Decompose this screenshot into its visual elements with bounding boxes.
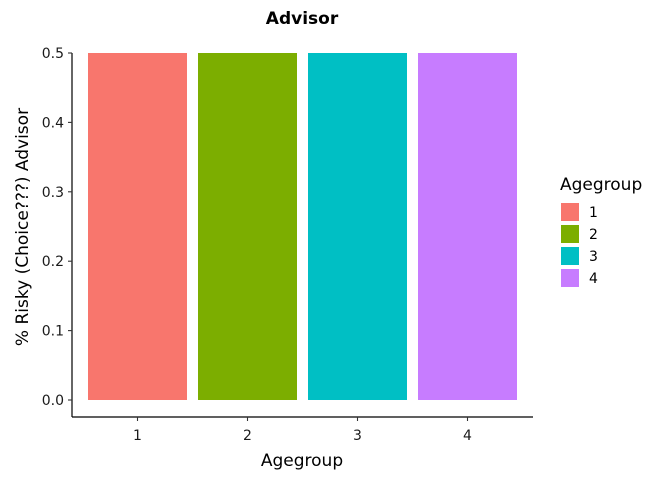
x-tick-label: 2 <box>243 428 252 444</box>
legend-title: Agegroup <box>560 175 642 195</box>
y-tick-label: 0.5 <box>42 46 64 62</box>
legend-key-3 <box>561 247 579 265</box>
legend-key-2 <box>561 225 579 243</box>
legend: Agegroup 1 2 3 4 <box>560 175 642 287</box>
bar-4 <box>418 53 517 400</box>
chart-title: Advisor <box>266 9 339 29</box>
x-tick-label: 4 <box>463 428 472 444</box>
legend-label-1: 1 <box>589 205 598 221</box>
x-ticks-group: 1 2 3 4 <box>133 417 472 444</box>
legend-label-4: 4 <box>589 271 598 287</box>
legend-label-2: 2 <box>589 227 598 243</box>
legend-label-3: 3 <box>589 249 598 265</box>
y-tick-label: 0.3 <box>42 185 64 201</box>
legend-key-1 <box>561 203 579 221</box>
x-tick-label: 3 <box>353 428 362 444</box>
bar-1 <box>88 53 187 400</box>
bars-group <box>88 53 517 400</box>
legend-key-4 <box>561 269 579 287</box>
y-axis-title: % Risky (Choice???) Advisor <box>13 108 33 346</box>
bar-3 <box>308 53 407 400</box>
y-tick-label: 0.2 <box>42 254 64 270</box>
y-ticks-group: 0.0 0.1 0.2 0.3 0.4 0.5 <box>42 46 72 409</box>
y-tick-label: 0.0 <box>42 393 64 409</box>
y-tick-label: 0.1 <box>42 324 64 340</box>
bar-2 <box>198 53 297 400</box>
x-axis-title: Agegroup <box>261 451 343 471</box>
y-tick-label: 0.4 <box>42 115 64 131</box>
x-tick-label: 1 <box>133 428 142 444</box>
